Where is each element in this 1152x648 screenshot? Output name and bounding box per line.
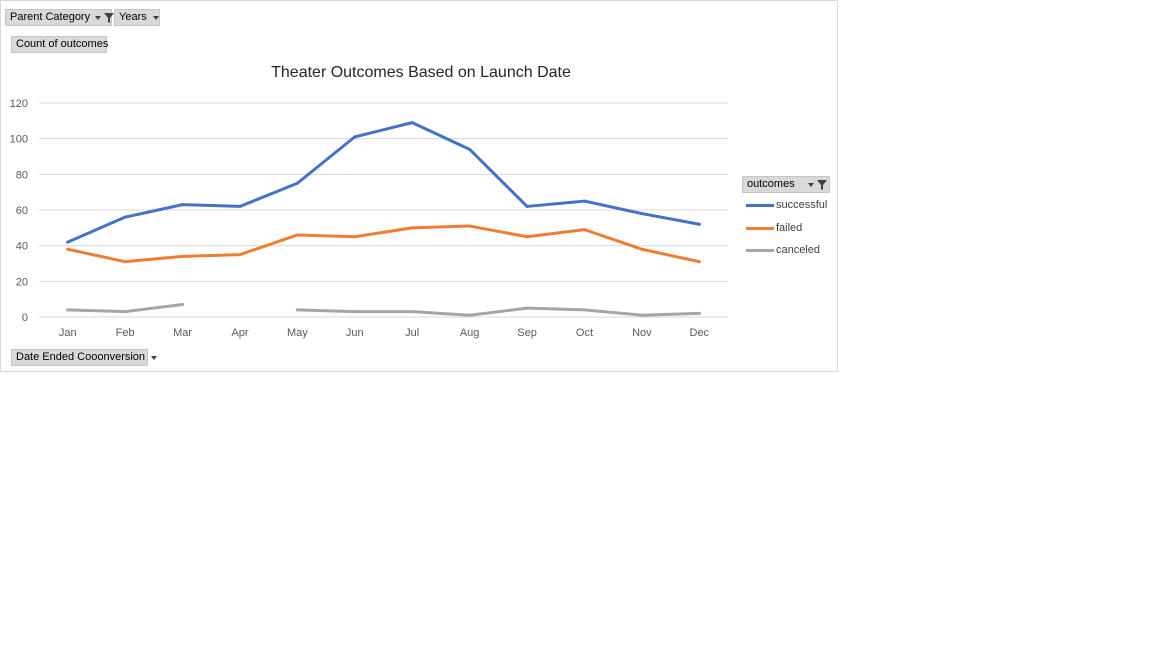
pivot-chart[interactable]: Parent Category Years Count of outcomes … [0, 0, 838, 372]
count-of-outcomes-label: Count of outcomes [16, 38, 109, 50]
date-ended-label: Date Ended Cooonversion [16, 351, 146, 363]
x-tick-label: Sep [517, 327, 537, 339]
y-tick-label: 0 [22, 312, 28, 324]
x-tick-label: Jul [405, 327, 419, 339]
y-tick-label: 100 [10, 134, 28, 146]
series-line-canceled[interactable] [295, 306, 701, 317]
years-label: Years [119, 11, 147, 23]
chevron-down-icon [95, 15, 102, 20]
years-filter-button[interactable]: Years [114, 9, 160, 26]
x-tick-label: Nov [632, 327, 652, 339]
legend-item-successful[interactable]: successful [746, 197, 827, 213]
count-of-outcomes-value-button[interactable]: Count of outcomes [11, 36, 109, 53]
series-line-canceled[interactable] [66, 303, 185, 314]
filter-icon [104, 12, 115, 23]
legend-swatch [746, 248, 774, 252]
y-tick-label: 40 [16, 241, 28, 253]
legend-item-failed[interactable]: failed [746, 220, 802, 236]
filter-icon [816, 179, 827, 190]
x-tick-label: Dec [690, 327, 710, 339]
parent-category-filter-button[interactable]: Parent Category [5, 9, 115, 26]
x-tick-label: Mar [173, 327, 192, 339]
y-tick-label: 60 [16, 205, 28, 217]
legend-label: successful [776, 199, 828, 211]
legend-swatch [746, 226, 774, 230]
y-tick-label: 120 [10, 98, 28, 110]
legend-item-canceled[interactable]: canceled [746, 242, 820, 258]
y-tick-label: 20 [16, 276, 28, 288]
date-ended-axis-filter-button[interactable]: Date Ended Cooonversion [11, 349, 158, 366]
chevron-down-icon [151, 355, 158, 360]
x-tick-label: Aug [460, 327, 480, 339]
legend-swatch [746, 203, 774, 207]
parent-category-label: Parent Category [10, 11, 91, 23]
plot-area: Jan Feb Mar Apr May Jun Jul Aug Sep Oct Nov Dec 0 20… [10, 98, 728, 339]
chevron-down-icon [807, 182, 814, 187]
y-tick-label: 80 [16, 169, 28, 181]
series-line-failed[interactable] [66, 224, 701, 264]
x-tick-label: Jan [59, 327, 77, 339]
series-line-successful[interactable] [66, 121, 701, 244]
x-tick-label: Feb [116, 327, 135, 339]
outcomes-label: outcomes [747, 178, 795, 190]
chevron-down-icon [152, 15, 159, 20]
x-tick-label: Apr [231, 327, 248, 339]
outcomes-legend-filter-button[interactable]: outcomes [742, 176, 830, 193]
legend-label: canceled [776, 244, 821, 256]
legend-label: failed [776, 222, 803, 234]
x-tick-label: Oct [576, 327, 593, 339]
x-tick-label: May [287, 327, 308, 339]
chart-title: Theater Outcomes Based on Launch Date [271, 64, 571, 81]
x-tick-label: Jun [346, 327, 364, 339]
